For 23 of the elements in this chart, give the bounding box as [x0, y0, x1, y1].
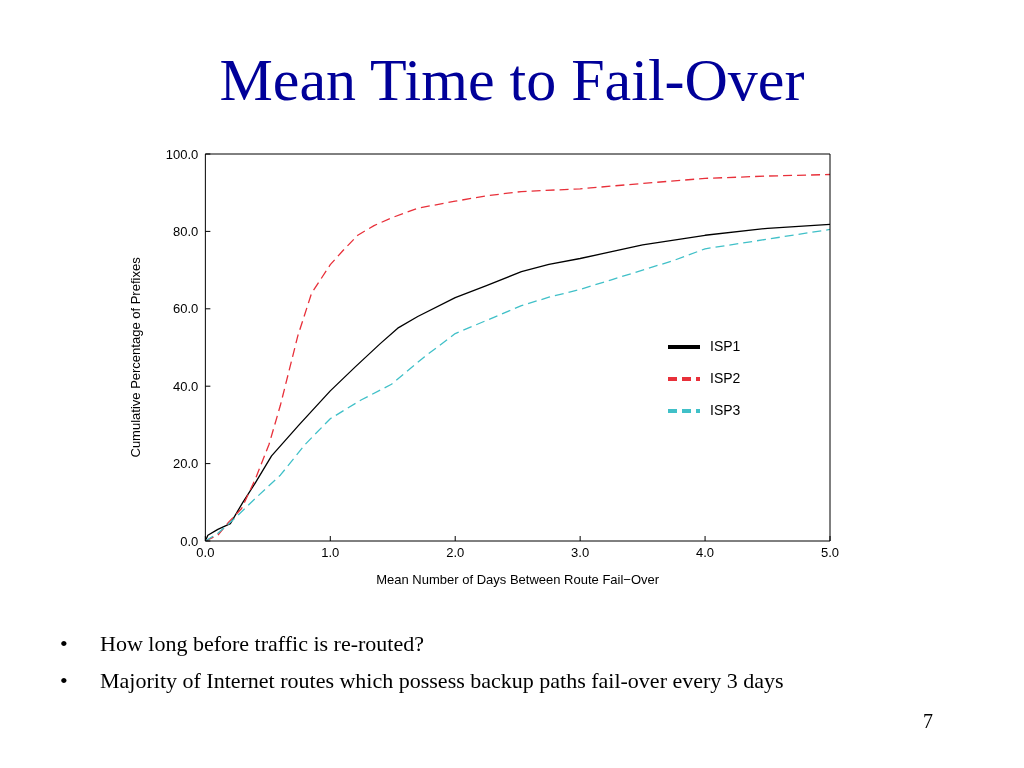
y-tick-label: 20.0 [173, 456, 199, 472]
y-tick-label: 0.0 [180, 533, 199, 549]
legend-label: ISP3 [710, 401, 741, 418]
x-axis-title: Mean Number of Days Between Route Fail−Over [376, 572, 660, 587]
x-tick-label: 3.0 [571, 545, 590, 561]
x-tick-label: 2.0 [446, 545, 465, 561]
legend-label: ISP2 [710, 369, 741, 386]
text: Majority of Internet routes which possess backup paths fail-over every 3 days [100, 667, 784, 694]
y-tick-label: 60.0 [173, 301, 199, 317]
legend-label: ISP1 [710, 337, 741, 354]
text: How long before traffic is re-routed? [100, 630, 424, 657]
text: • [60, 667, 69, 694]
text: 7 [923, 710, 933, 733]
x-tick-label: 0.0 [196, 545, 215, 561]
y-tick-label: 40.0 [173, 378, 199, 394]
y-tick-label: 80.0 [173, 224, 199, 240]
y-tick-label: 100.0 [165, 146, 199, 162]
y-axis-title: Cumulative Percentage of Prefixes [127, 256, 143, 458]
x-tick-label: 1.0 [321, 545, 340, 561]
text: • [60, 630, 69, 657]
chart-title: Mean Time to Fail-Over [218, 46, 806, 115]
x-tick-label: 5.0 [820, 545, 840, 561]
x-tick-label: 4.0 [696, 545, 715, 561]
